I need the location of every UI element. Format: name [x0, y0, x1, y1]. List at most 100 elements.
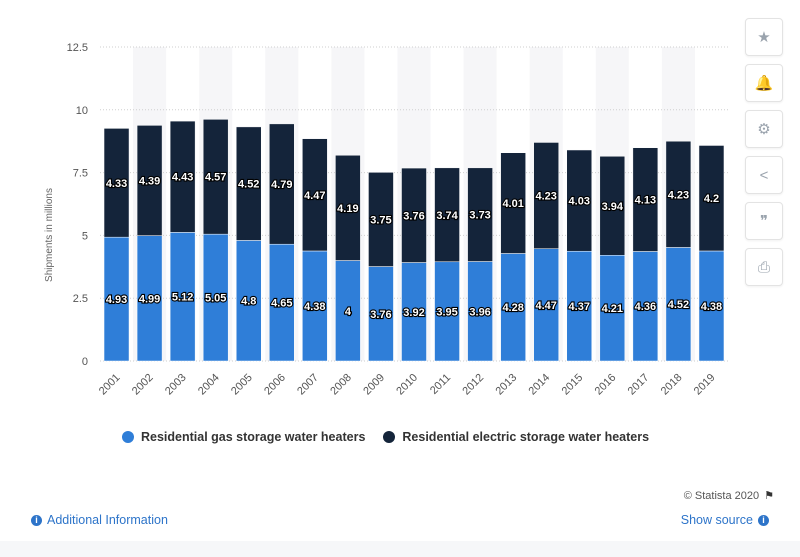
bar-electric [632, 147, 659, 252]
x-tick-label: 2012 [460, 372, 486, 398]
y-tick-label: 7.5 [73, 168, 88, 180]
bar-electric [533, 142, 559, 249]
x-tick-label: 2019 [692, 372, 718, 398]
data-label: 4 [345, 306, 352, 318]
data-label: 4.23 [535, 191, 556, 203]
data-label: 3.76 [403, 210, 424, 222]
bar-gas [500, 253, 526, 362]
bar-electric [235, 126, 262, 241]
bar-electric [401, 167, 427, 263]
x-tick-label: 2002 [130, 372, 156, 398]
data-label: 3.75 [370, 214, 391, 226]
notification-button[interactable]: 🔔 [745, 64, 783, 102]
legend-label-electric: Residential electric storage water heate… [402, 430, 650, 444]
legend: Residential gas storage water heaters Re… [122, 428, 667, 446]
legend-swatch-electric [383, 431, 396, 443]
data-label: 4.38 [304, 301, 325, 313]
data-label: 4.93 [106, 294, 127, 306]
data-label: 4.28 [502, 302, 523, 314]
data-label: 3.74 [436, 210, 458, 222]
x-tick-label: 2008 [328, 372, 354, 398]
quote-icon: ❞ [759, 213, 769, 230]
data-label: 3.76 [370, 309, 391, 321]
x-tick-label: 2003 [163, 372, 189, 398]
y-axis-label: Shipments in millions [44, 188, 55, 282]
x-tick-label: 2006 [262, 372, 288, 398]
gear-icon: ⚙ [757, 121, 771, 138]
x-tick-label: 2015 [560, 372, 586, 398]
y-tick-label: 10 [76, 105, 88, 117]
bar-electric [599, 156, 626, 256]
data-label: 5.12 [172, 292, 193, 304]
info-icon: i [31, 514, 42, 526]
x-tick-label: 2018 [659, 372, 685, 398]
share-button[interactable]: < [745, 156, 783, 194]
data-label: 4.19 [337, 203, 358, 215]
bar-gas [698, 250, 725, 362]
bar-gas [103, 236, 130, 362]
data-label: 4.47 [304, 190, 325, 202]
bar-gas [235, 240, 262, 362]
copyright-text: © Statista 2020 [683, 489, 760, 502]
data-label: 4.2 [704, 193, 719, 205]
data-label: 5.05 [205, 293, 226, 305]
x-tick-label: 2005 [229, 372, 255, 398]
data-label: 3.73 [469, 210, 490, 222]
x-axis-ticks: 2001 2002 2003 2004 2005 2006 2007 2008 2009 2010… [97, 372, 718, 398]
bar-electric [368, 172, 394, 267]
show-source-link[interactable]: Show source i [681, 513, 774, 527]
data-label: 4.23 [668, 189, 689, 201]
favorite-button[interactable]: ★ [745, 18, 783, 56]
x-tick-label: 2011 [428, 372, 453, 397]
data-label: 4.79 [271, 179, 292, 191]
settings-button[interactable]: ⚙ [745, 110, 783, 148]
share-icon: < [759, 166, 769, 184]
y-tick-label: 0 [82, 356, 88, 368]
bar-gas [136, 235, 163, 362]
data-labels: 4.93 4.33 4.99 4.39 5.12 4.43 5.05 4.57 4.8 4.52 4… [105, 171, 724, 322]
data-label: 4.39 [139, 176, 160, 188]
flag-icon[interactable]: ⚑ [764, 490, 774, 502]
bar-electric [202, 119, 229, 235]
x-tick-label: 2001 [97, 372, 123, 398]
data-label: 4.52 [668, 299, 689, 311]
y-axis-ticks: 0 2.5 5 7.5 10 12.5 [67, 42, 88, 368]
y-tick-label: 5 [82, 230, 88, 242]
print-icon: ⎙ [757, 258, 770, 276]
bar-electric [698, 145, 725, 252]
bar-gas [269, 243, 295, 362]
bell-icon: 🔔 [754, 75, 774, 92]
show-source-label: Show source [680, 513, 753, 527]
bar-electric [335, 155, 361, 261]
bar-gas [335, 260, 361, 362]
bar-electric [103, 128, 130, 238]
cite-button[interactable]: ❞ [745, 202, 783, 240]
bar-electric [434, 167, 460, 263]
data-label: 4.57 [205, 172, 226, 184]
data-label: 4.99 [139, 293, 160, 305]
bar-gas [665, 247, 692, 362]
x-tick-label: 2010 [394, 372, 420, 398]
additional-information-label: Additional Information [47, 513, 168, 527]
data-label: 4.13 [635, 195, 656, 207]
print-button[interactable]: ⎙ [745, 248, 783, 286]
bar-electric [566, 149, 593, 252]
y-tick-label: 12.5 [67, 42, 88, 54]
x-tick-label: 2017 [626, 372, 652, 398]
x-tick-label: 2009 [361, 372, 387, 398]
data-label: 4.21 [602, 303, 623, 315]
footer-bar [0, 541, 800, 557]
data-label: 4.01 [502, 198, 523, 210]
bar-electric [169, 120, 196, 233]
bars [103, 119, 725, 362]
additional-information-link[interactable]: i Additional Information [26, 513, 168, 527]
data-label: 4.03 [569, 196, 590, 208]
star-icon: ★ [757, 29, 771, 46]
bar-electric [269, 123, 295, 245]
bar-electric [665, 140, 692, 248]
legend-item-electric[interactable]: Residential electric storage water heate… [383, 430, 649, 444]
side-toolbar: ★ 🔔 ⚙ < ❞ ⎙ [745, 18, 783, 294]
data-label: 4.43 [172, 172, 193, 184]
info-icon: i [758, 514, 769, 526]
legend-item-gas[interactable]: Residential gas storage water heaters [122, 430, 365, 444]
